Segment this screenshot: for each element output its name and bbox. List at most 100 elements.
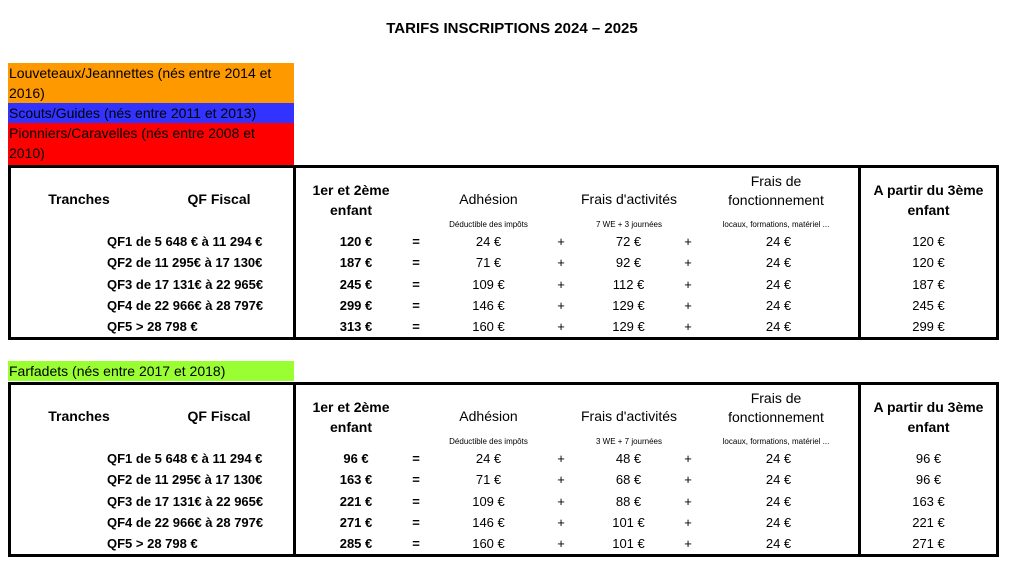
row-total: 285 € bbox=[339, 536, 373, 552]
header-adhesion-note: Déductible des impôts bbox=[449, 220, 528, 229]
row-qf: QF4 de 22 966€ à 28 797€ bbox=[107, 297, 264, 313]
row-troisieme: 271 € bbox=[912, 536, 945, 552]
row-equals: = bbox=[412, 297, 420, 313]
row-total: 221 € bbox=[339, 493, 373, 509]
row-troisieme: 163 € bbox=[912, 493, 945, 509]
row-plus-2: + bbox=[684, 536, 692, 552]
header-fonctionnement-note: locaux, formations, matériel ... bbox=[722, 220, 830, 229]
row-plus-1: + bbox=[557, 234, 565, 249]
header-tranches: Tranches bbox=[48, 408, 110, 424]
header-fonctionnement-line2: fonctionnement bbox=[728, 192, 824, 208]
row-plus-1: + bbox=[557, 297, 565, 313]
row-adhesion: 24 € bbox=[475, 451, 502, 466]
row-troisieme: 221 € bbox=[912, 514, 945, 530]
header-adhesion: Adhésion bbox=[459, 408, 518, 424]
group-label: Farfadets (nés entre 2017 et 2018) bbox=[9, 363, 226, 379]
row-plus-2: + bbox=[684, 514, 692, 530]
row-troisieme: 299 € bbox=[912, 319, 945, 335]
row-troisieme: 120 € bbox=[912, 255, 945, 271]
row-equals: = bbox=[412, 472, 420, 488]
row-equals: = bbox=[412, 451, 420, 466]
row-plus-2: + bbox=[684, 234, 692, 249]
header-activites: Frais d'activités bbox=[580, 191, 678, 207]
page-title: TARIFS INSCRIPTIONS 2024 – 2025 bbox=[386, 20, 638, 37]
row-troisieme: 187 € bbox=[912, 276, 945, 292]
header-troisieme-line1: A partir du 3ème bbox=[873, 182, 984, 198]
header-enfant-line1: 1er et 2ème bbox=[312, 182, 390, 198]
header-troisieme-line2: enfant bbox=[907, 419, 950, 435]
row-total: 96 € bbox=[343, 451, 369, 466]
header-troisieme-line1: A partir du 3ème bbox=[873, 399, 984, 415]
header-enfant-line2: enfant bbox=[330, 419, 372, 435]
row-total: 313 € bbox=[339, 319, 373, 335]
group-label: Pionniers/Caravelles (nés entre 2008 et … bbox=[9, 125, 255, 161]
row-plus-2: + bbox=[684, 255, 692, 271]
row-adhesion: 109 € bbox=[472, 493, 505, 509]
row-activites: 129 € bbox=[612, 319, 645, 335]
row-adhesion: 146 € bbox=[472, 297, 505, 313]
row-qf: QF5 > 28 798 € bbox=[107, 536, 198, 552]
row-qf: QF1 de 5 648 € à 11 294 € bbox=[107, 451, 263, 466]
row-equals: = bbox=[412, 319, 420, 335]
row-adhesion: 146 € bbox=[472, 514, 505, 530]
row-fonctionnement: 24 € bbox=[765, 255, 792, 271]
header-fonctionnement-line1: Frais de bbox=[750, 390, 802, 406]
header-activites-note: 7 WE + 3 journées bbox=[595, 220, 663, 229]
row-plus-2: + bbox=[684, 451, 692, 466]
row-total: 245 € bbox=[339, 276, 373, 292]
row-activites: 48 € bbox=[615, 451, 642, 466]
row-qf: QF2 de 11 295€ à 17 130€ bbox=[107, 255, 263, 271]
row-activites: 88 € bbox=[615, 493, 642, 509]
row-plus-1: + bbox=[557, 319, 565, 335]
row-plus-2: + bbox=[684, 472, 692, 488]
pricing-table-top: Tranches QF Fiscal 1er et 2ème enfant Adhési… bbox=[8, 165, 999, 340]
row-total: 120 € bbox=[339, 234, 373, 249]
group-label: Louveteaux/Jeannettes (nés entre 2014 et… bbox=[9, 65, 272, 101]
header-enfant-line2: enfant bbox=[330, 202, 372, 218]
row-equals: = bbox=[412, 493, 420, 509]
header-activites: Frais d'activités bbox=[580, 408, 678, 424]
group-band-farfadets: Farfadets (nés entre 2017 et 2018) bbox=[8, 361, 294, 381]
header-troisieme-line2: enfant bbox=[907, 202, 950, 218]
row-plus-2: + bbox=[684, 319, 692, 335]
row-adhesion: 160 € bbox=[472, 319, 505, 335]
row-activites: 101 € bbox=[612, 536, 645, 552]
row-activites: 129 € bbox=[612, 297, 645, 313]
row-adhesion: 24 € bbox=[475, 234, 502, 249]
row-troisieme: 120 € bbox=[912, 234, 945, 249]
header-tranches: Tranches bbox=[48, 191, 110, 207]
header-adhesion-note: Déductible des impôts bbox=[449, 437, 528, 446]
row-total: 163 € bbox=[339, 472, 373, 488]
row-qf: QF5 > 28 798 € bbox=[107, 319, 198, 335]
row-activites: 112 € bbox=[612, 276, 645, 292]
row-plus-1: + bbox=[557, 514, 565, 530]
row-plus-1: + bbox=[557, 493, 565, 509]
row-plus-2: + bbox=[684, 493, 692, 509]
row-qf: QF3 de 17 131€ à 22 965€ bbox=[107, 276, 264, 292]
header-fonctionnement-note: locaux, formations, matériel ... bbox=[722, 437, 830, 446]
row-adhesion: 160 € bbox=[472, 536, 505, 552]
row-plus-1: + bbox=[557, 472, 565, 488]
row-fonctionnement: 24 € bbox=[765, 472, 792, 488]
group-label: Scouts/Guides (nés entre 2011 et 2013) bbox=[9, 105, 257, 121]
row-equals: = bbox=[412, 276, 420, 292]
group-band-louveteaux: Louveteaux/Jeannettes (nés entre 2014 et… bbox=[8, 63, 294, 103]
row-qf: QF1 de 5 648 € à 11 294 € bbox=[107, 234, 263, 249]
row-equals: = bbox=[412, 234, 420, 249]
row-plus-1: + bbox=[557, 536, 565, 552]
row-fonctionnement: 24 € bbox=[765, 276, 792, 292]
row-troisieme: 96 € bbox=[915, 472, 942, 488]
row-plus-1: + bbox=[557, 255, 565, 271]
row-total: 187 € bbox=[339, 255, 373, 271]
row-plus-2: + bbox=[684, 297, 692, 313]
row-qf: QF3 de 17 131€ à 22 965€ bbox=[107, 493, 264, 509]
row-fonctionnement: 24 € bbox=[765, 234, 792, 249]
header-adhesion: Adhésion bbox=[459, 191, 518, 207]
row-equals: = bbox=[412, 536, 420, 552]
row-adhesion: 71 € bbox=[475, 472, 502, 488]
row-plus-2: + bbox=[684, 276, 692, 292]
row-plus-1: + bbox=[557, 451, 565, 466]
header-enfant-line1: 1er et 2ème bbox=[312, 399, 390, 415]
header-qf: QF Fiscal bbox=[187, 191, 251, 207]
row-fonctionnement: 24 € bbox=[765, 493, 792, 509]
